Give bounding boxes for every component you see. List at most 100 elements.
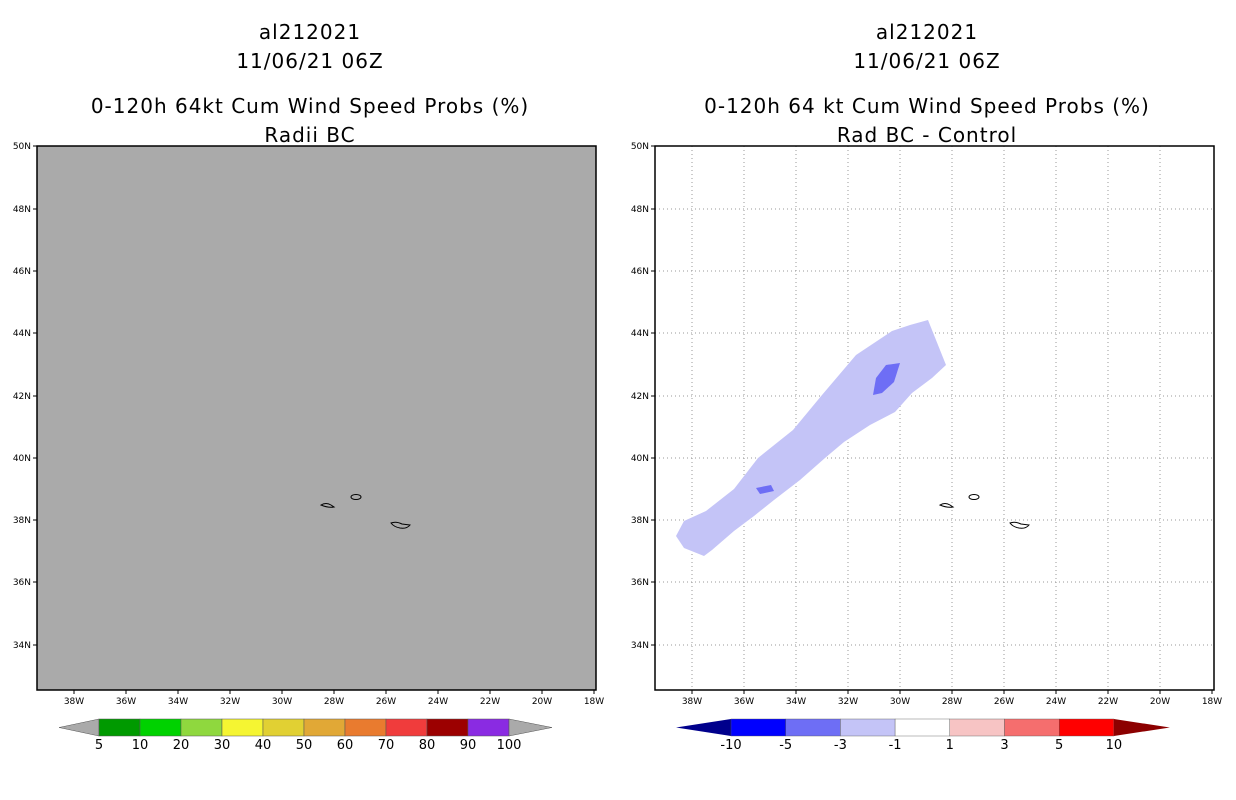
lon-tick-label: 20W	[532, 697, 552, 707]
island-graciosa	[350, 494, 362, 500]
colorbar-label: 10	[132, 738, 149, 753]
lat-tick-label: 38N	[13, 516, 31, 526]
lon-tick-label: 22W	[480, 697, 500, 707]
colorbar-swatch	[840, 718, 896, 737]
colorbar-label: 20	[173, 738, 190, 753]
colorbar-swatch	[221, 718, 264, 737]
lat-tick-label: 50N	[13, 142, 31, 152]
lon-tick-label: 22W	[1098, 697, 1118, 707]
lon-tick-label: 34W	[168, 697, 188, 707]
right-map-background	[655, 146, 1214, 690]
colorbar-high-triangle	[1113, 719, 1170, 736]
colorbar-label: 5	[95, 738, 103, 753]
right-lat-axis: 50N 48N 46N 44N 42N 40N 38N 36N 34N	[631, 142, 655, 651]
colorbar-label: 90	[460, 738, 477, 753]
lon-tick-label: 26W	[994, 697, 1014, 707]
lon-tick-label: 32W	[220, 697, 240, 707]
colorbar-label: 60	[337, 738, 354, 753]
island-flores	[938, 503, 955, 508]
colorbar-label: 1	[946, 738, 954, 753]
lon-tick-label: 24W	[1046, 697, 1066, 707]
colorbar-swatch	[344, 718, 387, 737]
colorbar-swatch	[303, 718, 346, 737]
colorbar-label: 70	[378, 738, 395, 753]
left-map-background	[37, 146, 596, 690]
right-colorbar: -10 -5 -3 -1 1 3 5 10	[676, 718, 1170, 753]
colorbar-label: 3	[1000, 738, 1008, 753]
lat-tick-label: 42N	[631, 392, 649, 402]
lon-tick-label: 20W	[1150, 697, 1170, 707]
colorbar-swatch	[385, 718, 428, 737]
colorbar-label: -10	[720, 738, 741, 753]
right-plot-subtitle: Rad BC - Control	[836, 123, 1018, 147]
colorbar-low-triangle	[676, 719, 731, 736]
island-sao-miguel	[1009, 521, 1030, 529]
left-plot-subtitle: Radii BC	[264, 123, 356, 147]
colorbar-high-triangle	[508, 718, 553, 737]
colorbar-swatch	[1004, 718, 1060, 737]
lon-tick-label: 26W	[376, 697, 396, 707]
colorbar-swatch	[1058, 718, 1115, 737]
lat-tick-label: 34N	[13, 641, 31, 651]
left-datetime: 11/06/21 06Z	[236, 49, 384, 73]
lon-tick-label: 36W	[734, 697, 754, 707]
left-islands	[319, 494, 411, 529]
lat-tick-label: 48N	[631, 205, 649, 215]
right-datetime: 11/06/21 06Z	[853, 49, 1001, 73]
colorbar-label: -3	[834, 738, 847, 753]
lat-tick-label: 40N	[631, 454, 649, 464]
colorbar-label: 100	[497, 738, 522, 753]
lat-tick-label: 44N	[13, 329, 31, 339]
colorbar-swatch	[426, 718, 469, 737]
right-lon-axis: 38W 36W 34W 32W 30W 28W 26W 24W 22W 20W 18W	[682, 690, 1222, 707]
left-map-panel: 50N 48N 46N 44N 42N 40N 38N 36N 34N 38W 36W 34W 32W…	[13, 142, 604, 753]
colorbar-swatch	[894, 718, 950, 737]
lon-tick-label: 38W	[682, 697, 702, 707]
lat-tick-label: 50N	[631, 142, 649, 152]
lat-tick-label: 44N	[631, 329, 649, 339]
left-plot-title: 0-120h 64kt Cum Wind Speed Probs (%)	[90, 94, 530, 118]
colorbar-swatch	[467, 718, 510, 737]
colorbar-label: 30	[214, 738, 231, 753]
lon-tick-label: 32W	[838, 697, 858, 707]
colorbar-label: 40	[255, 738, 272, 753]
right-islands	[938, 494, 1030, 529]
left-title-block: al212021 11/06/21 06Z 0-120h 64kt Cum Wi…	[60, 18, 560, 150]
mid-blue-difference-region-2	[756, 485, 774, 494]
lat-tick-label: 34N	[631, 641, 649, 651]
right-prob-difference	[676, 320, 946, 556]
colorbar-label: 5	[1055, 738, 1063, 753]
lon-tick-label: 24W	[428, 697, 448, 707]
island-graciosa	[968, 494, 980, 500]
lat-tick-label: 38N	[631, 516, 649, 526]
right-map-panel: 50N 48N 46N 44N 42N 40N 38N 36N 34N 38W 36W 34W 32W…	[631, 142, 1222, 753]
lon-tick-label: 18W	[1202, 697, 1222, 707]
lon-tick-label: 28W	[942, 697, 962, 707]
right-map-frame	[654, 145, 1215, 691]
island-sao-miguel	[390, 521, 411, 529]
colorbar-swatch	[785, 718, 841, 737]
colorbar-label: 50	[296, 738, 313, 753]
left-map-frame	[36, 145, 597, 691]
lat-tick-label: 46N	[13, 267, 31, 277]
lon-tick-label: 34W	[786, 697, 806, 707]
colorbar-swatch	[98, 718, 141, 737]
mid-blue-difference-region-1	[873, 363, 900, 395]
lon-tick-label: 30W	[890, 697, 910, 707]
lat-tick-label: 36N	[631, 578, 649, 588]
colorbar-label: -1	[889, 738, 902, 753]
lat-tick-label: 40N	[13, 454, 31, 464]
colorbar-swatch	[139, 718, 182, 737]
lat-tick-label: 36N	[13, 578, 31, 588]
right-plot-title: 0-120h 64 kt Cum Wind Speed Probs (%)	[704, 94, 1150, 118]
colorbar-label: 80	[419, 738, 436, 753]
lat-tick-label: 46N	[631, 267, 649, 277]
colorbar-label: -5	[779, 738, 792, 753]
colorbar-swatch	[180, 718, 223, 737]
lat-tick-label: 42N	[13, 392, 31, 402]
colorbar-label: 10	[1106, 738, 1123, 753]
left-lon-axis: 38W 36W 34W 32W 30W 28W 26W 24W 22W 20W 18W	[64, 690, 604, 707]
colorbar-swatch	[949, 718, 1005, 737]
left-colorbar: 5 10 20 30 40 50 60 70 80 90 100	[58, 718, 553, 753]
